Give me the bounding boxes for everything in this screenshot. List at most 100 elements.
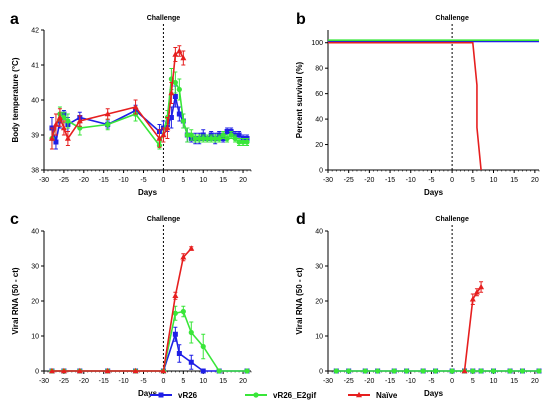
data-point: [333, 368, 339, 374]
data-point: [180, 118, 186, 124]
x-tick-label: 5: [181, 177, 185, 184]
data-point: [48, 367, 55, 374]
data-point: [470, 368, 476, 374]
data-point: [200, 135, 206, 142]
data-point: [224, 135, 230, 142]
data-point: [216, 135, 222, 142]
data-point: [192, 135, 198, 142]
data-point: [76, 117, 83, 124]
x-tick-label: 20: [239, 378, 247, 385]
data-point: [473, 289, 480, 295]
y-tick-label: 10: [315, 334, 323, 341]
x-tick-label: -10: [119, 177, 129, 184]
y-tick-label: 41: [31, 63, 39, 70]
x-tick-label: 15: [510, 378, 518, 385]
data-point: [172, 94, 178, 99]
x-tick-label: 10: [199, 378, 207, 385]
y-axis-title: Body temperature (°C): [11, 57, 20, 142]
data-point: [404, 368, 410, 374]
x-tick-label: 15: [219, 177, 227, 184]
data-point: [362, 368, 368, 374]
legend-marker: [253, 392, 259, 398]
series-Naïve: [48, 245, 195, 374]
panel-d: d -30 -25 -20 -15 -10 -5 0 5 10 15 20 0 10 20 30 40 Days V…: [295, 211, 542, 398]
x-tick-label: -5: [140, 177, 146, 184]
data-point: [176, 86, 182, 93]
y-tick-label: 60: [315, 91, 323, 98]
data-point: [236, 132, 242, 138]
data-point: [228, 132, 234, 138]
y-axis-title: Percent survival (%): [295, 61, 304, 138]
y-tick-label: 0: [319, 168, 323, 175]
x-tick-label: 20: [531, 378, 539, 385]
data-point: [48, 135, 55, 141]
data-point: [478, 283, 485, 290]
y-tick-label: 0: [35, 369, 39, 376]
data-point: [188, 359, 194, 365]
y-tick-label: 39: [31, 133, 39, 140]
x-tick-label: -20: [364, 177, 374, 184]
legend-marker: [356, 391, 362, 398]
series-vR26_E2gif: [49, 305, 250, 374]
data-point: [105, 121, 111, 128]
data-point: [184, 132, 190, 138]
data-point: [180, 254, 187, 260]
data-point: [200, 368, 206, 374]
data-point: [160, 367, 167, 374]
data-point: [76, 367, 83, 374]
data-point: [172, 331, 178, 337]
panel-letter: b: [296, 11, 306, 28]
y-tick-label: 40: [315, 229, 323, 236]
data-point: [507, 368, 513, 374]
data-point: [490, 368, 497, 374]
x-axis-title: Days: [138, 389, 158, 398]
y-tick-label: 10: [31, 334, 39, 341]
x-axis-title: Days: [424, 389, 444, 398]
x-tick-label: 0: [161, 177, 165, 184]
legend-item: Naïve: [348, 391, 398, 400]
data-point: [216, 368, 222, 374]
data-point: [52, 121, 59, 127]
data-point: [391, 368, 397, 374]
data-point: [346, 368, 352, 374]
data-point: [236, 139, 242, 145]
series-vR26: [49, 326, 250, 374]
x-tick-label: -15: [385, 378, 395, 385]
panel-a: a -30 -25 -20 -15 -10 -5 0 5 10 15 20 38 39 40 41 42 Days…: [10, 11, 252, 197]
data-point: [164, 124, 171, 131]
data-point: [188, 329, 194, 336]
x-tick-label: 10: [490, 378, 498, 385]
data-point: [104, 367, 111, 374]
legend-item: vR26: [150, 391, 198, 400]
challenge-label: Challenge: [147, 216, 181, 223]
data-point: [60, 367, 67, 374]
y-tick-label: 40: [31, 98, 39, 105]
series-line: [463, 286, 482, 372]
data-point: [244, 368, 250, 374]
data-point: [172, 79, 178, 86]
x-tick-label: -10: [406, 378, 416, 385]
data-point: [65, 118, 71, 124]
series-line: [51, 310, 248, 372]
x-tick-label: -20: [364, 378, 374, 385]
panel-b: b -30 -25 -20 -15 -10 -5 0 5 10 15 20 0 20 40 60 80 100 Da…: [295, 11, 540, 197]
x-tick-label: 20: [531, 177, 539, 184]
x-tick-label: -30: [323, 177, 333, 184]
data-point: [375, 368, 381, 374]
x-tick-label: -25: [59, 378, 69, 385]
x-tick-label: 0: [450, 378, 454, 385]
data-point: [156, 135, 163, 141]
challenge-label: Challenge: [147, 15, 181, 22]
data-point: [176, 111, 182, 117]
x-tick-label: 10: [490, 177, 498, 184]
x-tick-label: -30: [323, 378, 333, 385]
data-point: [168, 89, 175, 96]
x-tick-label: 0: [450, 177, 454, 184]
legend-label: Naïve: [376, 391, 398, 400]
x-axis-title: Days: [138, 188, 158, 197]
data-point: [61, 114, 67, 121]
challenge-label: Challenge: [435, 216, 469, 223]
x-tick-label: -20: [79, 378, 89, 385]
survival-line: [328, 41, 482, 171]
data-point: [200, 343, 206, 350]
